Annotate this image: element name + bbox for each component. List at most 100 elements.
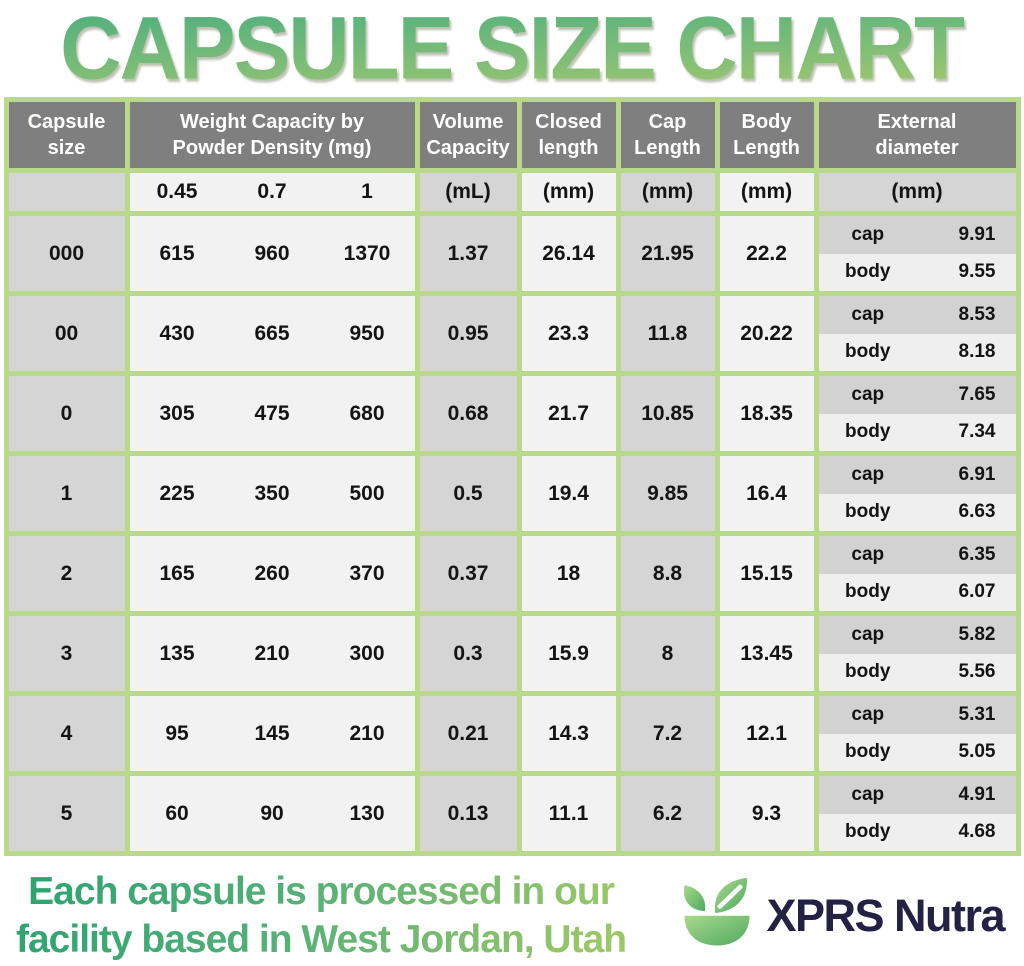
external-body-label: body [845, 501, 891, 523]
cell-cap-length: 9.85 [620, 456, 715, 531]
external-body-value: 9.55 [958, 261, 996, 283]
header-external-diameter: External diameter [818, 102, 1016, 168]
external-cap-value: 7.65 [958, 383, 996, 405]
cell-weight-capacity: 135 210 300 [129, 616, 415, 691]
header-capsule-size-label: Capsule size [27, 111, 106, 159]
cell-volume-capacity: 0.5 [419, 456, 517, 531]
external-body-label: body [845, 341, 891, 363]
external-body-value: 6.07 [958, 581, 996, 603]
external-cap-subrow: cap 5.31 [818, 696, 1016, 734]
table-row: 1 225 350 500 0.5 19.4 9.85 16.4 cap 6.9… [8, 456, 1016, 531]
weight-density-1-value: 370 [349, 561, 385, 585]
header-capsule-size: Capsule size [8, 102, 125, 168]
header-external-line1: External [877, 111, 957, 133]
cell-closed-length: 14.3 [521, 696, 616, 771]
external-cap-label: cap [851, 383, 885, 405]
weight-density-07-value: 145 [254, 721, 290, 745]
table-row: 000 615 960 1370 1.37 26.14 21.95 22.2 c… [8, 216, 1016, 291]
external-cap-subrow: cap 4.91 [818, 776, 1016, 814]
cell-capsule-size: 000 [8, 216, 125, 291]
cell-weight-capacity: 165 260 370 [129, 536, 415, 611]
cell-volume-capacity: 0.37 [419, 536, 517, 611]
capsule-size-table: Capsule size Weight Capacity by Powder D… [3, 97, 1021, 856]
cell-volume-capacity: 1.37 [419, 216, 517, 291]
cell-closed-length: 11.1 [521, 776, 616, 851]
unit-weight-densities: 0.45 0.7 1 [129, 173, 415, 211]
weight-density-045-value: 95 [165, 721, 189, 745]
cell-volume-capacity: 0.95 [419, 296, 517, 371]
cell-closed-length: 26.14 [521, 216, 616, 291]
header-body-line2: Length [733, 137, 800, 159]
cell-capsule-size: 0 [8, 376, 125, 451]
unit-cap-length: (mm) [620, 173, 715, 211]
cell-closed-length: 15.9 [521, 616, 616, 691]
cell-external-diameter: cap 5.82 body 5.56 [818, 616, 1016, 691]
cell-cap-length: 8.8 [620, 536, 715, 611]
cell-volume-capacity: 0.3 [419, 616, 517, 691]
external-body-subrow: body 8.18 [818, 333, 1016, 371]
external-cap-label: cap [851, 223, 885, 245]
header-volume-capacity: Volume Capacity [419, 102, 517, 168]
cell-cap-length: 8 [620, 616, 715, 691]
cell-external-diameter: cap 6.91 body 6.63 [818, 456, 1016, 531]
table-row: 00 430 665 950 0.95 23.3 11.8 20.22 cap … [8, 296, 1016, 371]
cell-body-length: 9.3 [719, 776, 814, 851]
cell-body-length: 15.15 [719, 536, 814, 611]
header-cap-line2: Length [634, 137, 701, 159]
weight-density-045-value: 135 [159, 641, 195, 665]
external-cap-label: cap [851, 303, 885, 325]
unit-volume: (mL) [419, 173, 517, 211]
header-body-length: Body Length [719, 102, 814, 168]
external-cap-subrow: cap 7.65 [818, 376, 1016, 414]
weight-density-045-value: 165 [159, 561, 195, 585]
weight-density-045-value: 305 [159, 401, 195, 425]
header-volume-line1: Volume [432, 111, 504, 133]
cell-weight-capacity: 615 960 1370 [129, 216, 415, 291]
header-weight-capacity: Weight Capacity by Powder Density (mg) [129, 102, 415, 168]
external-cap-label: cap [851, 783, 885, 805]
unit-density-045: 0.45 [156, 180, 198, 203]
external-body-subrow: body 5.05 [818, 733, 1016, 771]
external-cap-label: cap [851, 703, 885, 725]
cell-body-length: 20.22 [719, 296, 814, 371]
weight-density-1-value: 1370 [343, 241, 391, 265]
cell-capsule-size: 3 [8, 616, 125, 691]
cell-volume-capacity: 0.68 [419, 376, 517, 451]
cell-external-diameter: cap 4.91 body 4.68 [818, 776, 1016, 851]
weight-density-07-value: 960 [254, 241, 290, 265]
header-closed-line1: Closed [535, 111, 602, 133]
cell-weight-capacity: 60 90 130 [129, 776, 415, 851]
header-weight-line2: Powder Density (mg) [172, 137, 372, 159]
cell-external-diameter: cap 8.53 body 8.18 [818, 296, 1016, 371]
cell-closed-length: 19.4 [521, 456, 616, 531]
weight-density-045-value: 225 [159, 481, 195, 505]
cell-volume-capacity: 0.13 [419, 776, 517, 851]
external-cap-subrow: cap 9.91 [818, 216, 1016, 254]
cell-closed-length: 18 [521, 536, 616, 611]
external-cap-value: 5.31 [958, 703, 996, 725]
external-cap-label: cap [851, 463, 885, 485]
table-row: 5 60 90 130 0.13 11.1 6.2 9.3 cap 4.91 b… [8, 776, 1016, 851]
header-closed-line2: length [538, 137, 599, 159]
external-body-subrow: body 4.68 [818, 813, 1016, 851]
weight-density-1-value: 950 [349, 321, 385, 345]
weight-density-07-value: 350 [254, 481, 290, 505]
unit-density-07: 0.7 [257, 180, 287, 203]
external-body-value: 5.05 [958, 741, 996, 763]
cell-body-length: 13.45 [719, 616, 814, 691]
external-body-subrow: body 6.63 [818, 493, 1016, 531]
cell-external-diameter: cap 5.31 body 5.05 [818, 696, 1016, 771]
weight-density-1-value: 680 [349, 401, 385, 425]
footer-note-line1: Each capsule is processed in our [28, 870, 614, 913]
cell-closed-length: 21.7 [521, 376, 616, 451]
cell-capsule-size: 5 [8, 776, 125, 851]
footer-note-line2: facility based in West Jordan, Utah [16, 917, 627, 961]
external-cap-value: 9.91 [958, 223, 996, 245]
weight-density-07-value: 90 [260, 801, 284, 825]
header-cap-length: Cap Length [620, 102, 715, 168]
unit-capsule-size-empty [8, 173, 125, 211]
page-title: CAPSULE SIZE CHART [60, 0, 966, 100]
cell-cap-length: 7.2 [620, 696, 715, 771]
cell-capsule-size: 00 [8, 296, 125, 371]
external-body-subrow: body 7.34 [818, 413, 1016, 451]
